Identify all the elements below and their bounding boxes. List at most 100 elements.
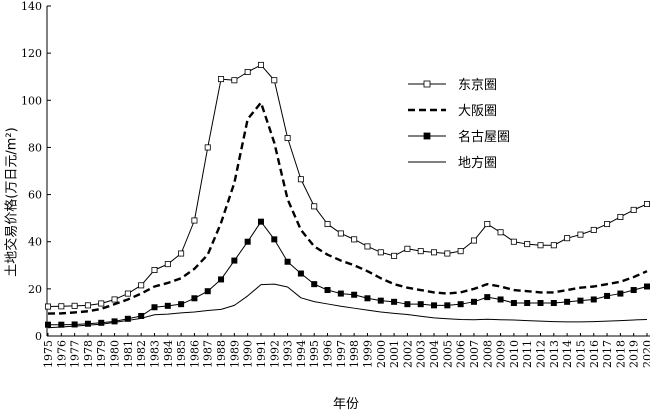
x-tick-label: 2005 bbox=[441, 340, 454, 368]
x-tick-label: 1976 bbox=[55, 340, 68, 368]
series-layer bbox=[45, 61, 650, 329]
x-tick-label: 1980 bbox=[109, 340, 122, 368]
data-point bbox=[404, 245, 411, 252]
data-point bbox=[58, 303, 65, 310]
legend-item-2: 大阪圈 bbox=[408, 104, 497, 119]
legend-item-1: 东京圈 bbox=[408, 78, 497, 93]
x-tick-label: 2014 bbox=[561, 340, 574, 368]
data-point bbox=[470, 237, 477, 244]
y-tick-label: 60 bbox=[28, 189, 42, 202]
data-point bbox=[444, 250, 451, 257]
data-point bbox=[124, 290, 131, 297]
x-tick-label: 2002 bbox=[401, 340, 414, 368]
x-axis-title: 年份 bbox=[333, 397, 359, 412]
x-tick-label: 1996 bbox=[322, 340, 335, 368]
x-tick-label: 2020 bbox=[641, 340, 650, 368]
data-point bbox=[484, 294, 491, 301]
y-tick-label: 80 bbox=[28, 141, 42, 154]
data-point bbox=[417, 248, 424, 255]
x-tick-label: 1994 bbox=[295, 340, 308, 368]
data-point bbox=[457, 248, 464, 255]
data-point bbox=[470, 298, 477, 305]
series-line bbox=[47, 64, 648, 308]
y-tick-label: 140 bbox=[21, 0, 42, 13]
data-point bbox=[71, 302, 78, 309]
data-point bbox=[218, 276, 225, 283]
data-point bbox=[284, 258, 291, 265]
data-point bbox=[550, 299, 557, 306]
data-point bbox=[377, 297, 384, 304]
legend-marker bbox=[423, 132, 431, 140]
data-point bbox=[124, 315, 131, 322]
data-point bbox=[297, 270, 304, 277]
data-point bbox=[404, 301, 411, 308]
data-point bbox=[111, 296, 118, 303]
x-tick-label: 1977 bbox=[69, 340, 82, 368]
data-point bbox=[364, 295, 371, 302]
series-line bbox=[47, 101, 648, 315]
series-3 bbox=[45, 218, 650, 328]
data-point bbox=[644, 200, 650, 207]
x-tick-label: 1991 bbox=[255, 340, 268, 368]
x-tick-label: 1982 bbox=[135, 340, 148, 368]
data-point bbox=[71, 321, 78, 328]
data-point bbox=[84, 320, 91, 327]
data-point bbox=[564, 235, 571, 242]
legend-label: 东京圈 bbox=[458, 78, 497, 93]
y-tick-label: 40 bbox=[28, 236, 42, 249]
x-tick-label: 2019 bbox=[628, 340, 641, 368]
data-point bbox=[351, 236, 358, 243]
data-point bbox=[537, 299, 544, 306]
data-point bbox=[244, 238, 251, 245]
x-tick-label: 1993 bbox=[282, 340, 295, 368]
data-point bbox=[457, 301, 464, 308]
data-point bbox=[151, 304, 158, 311]
data-point bbox=[337, 290, 344, 297]
legend-marker bbox=[423, 80, 431, 88]
x-tick-label: 2008 bbox=[481, 340, 494, 368]
legend-label: 名古屋圈 bbox=[458, 129, 510, 145]
data-point bbox=[590, 296, 597, 303]
series-2 bbox=[47, 101, 648, 315]
data-point bbox=[417, 301, 424, 308]
data-point bbox=[564, 298, 571, 305]
x-tick-label: 1986 bbox=[188, 340, 201, 368]
data-point bbox=[178, 301, 185, 308]
data-point bbox=[510, 238, 517, 245]
x-tick-label: 2009 bbox=[495, 340, 508, 368]
data-point bbox=[351, 291, 358, 298]
x-tick-label: 1990 bbox=[242, 340, 255, 368]
data-point bbox=[391, 298, 398, 305]
legend-label: 地方圈 bbox=[458, 155, 497, 171]
x-tick-label: 2011 bbox=[521, 340, 534, 368]
data-point bbox=[377, 249, 384, 256]
x-tick-label: 2003 bbox=[415, 340, 428, 368]
data-point bbox=[497, 296, 504, 303]
data-point bbox=[84, 302, 91, 309]
data-point bbox=[630, 287, 637, 294]
y-axis-title: 土地交易价格(万日元/m²) bbox=[4, 127, 20, 276]
data-point bbox=[164, 261, 171, 268]
x-tick-label: 2013 bbox=[548, 340, 561, 368]
x-tick-label: 2010 bbox=[508, 340, 521, 368]
data-point bbox=[497, 229, 504, 236]
y-tick-label: 120 bbox=[21, 47, 42, 60]
data-point bbox=[364, 243, 371, 250]
x-tick-label: 2007 bbox=[468, 340, 481, 368]
data-point bbox=[590, 226, 597, 233]
data-point bbox=[444, 302, 451, 309]
data-point bbox=[311, 281, 318, 288]
series-1 bbox=[45, 61, 650, 310]
series-line bbox=[48, 221, 648, 326]
x-tick-label: 1988 bbox=[215, 340, 228, 368]
data-point bbox=[297, 176, 304, 183]
data-point bbox=[617, 290, 624, 297]
data-point bbox=[324, 221, 331, 228]
x-tick-label: 1975 bbox=[42, 340, 55, 368]
x-tick-label: 1989 bbox=[228, 340, 241, 368]
x-tick-label: 2000 bbox=[375, 340, 388, 368]
x-tick-label: 1995 bbox=[308, 340, 321, 368]
data-point bbox=[311, 203, 318, 210]
